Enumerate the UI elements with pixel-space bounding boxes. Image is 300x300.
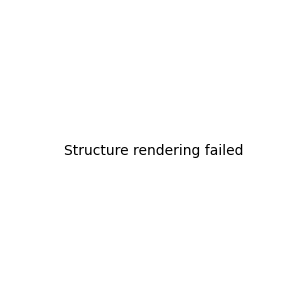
Text: Structure rendering failed: Structure rendering failed: [64, 145, 244, 158]
